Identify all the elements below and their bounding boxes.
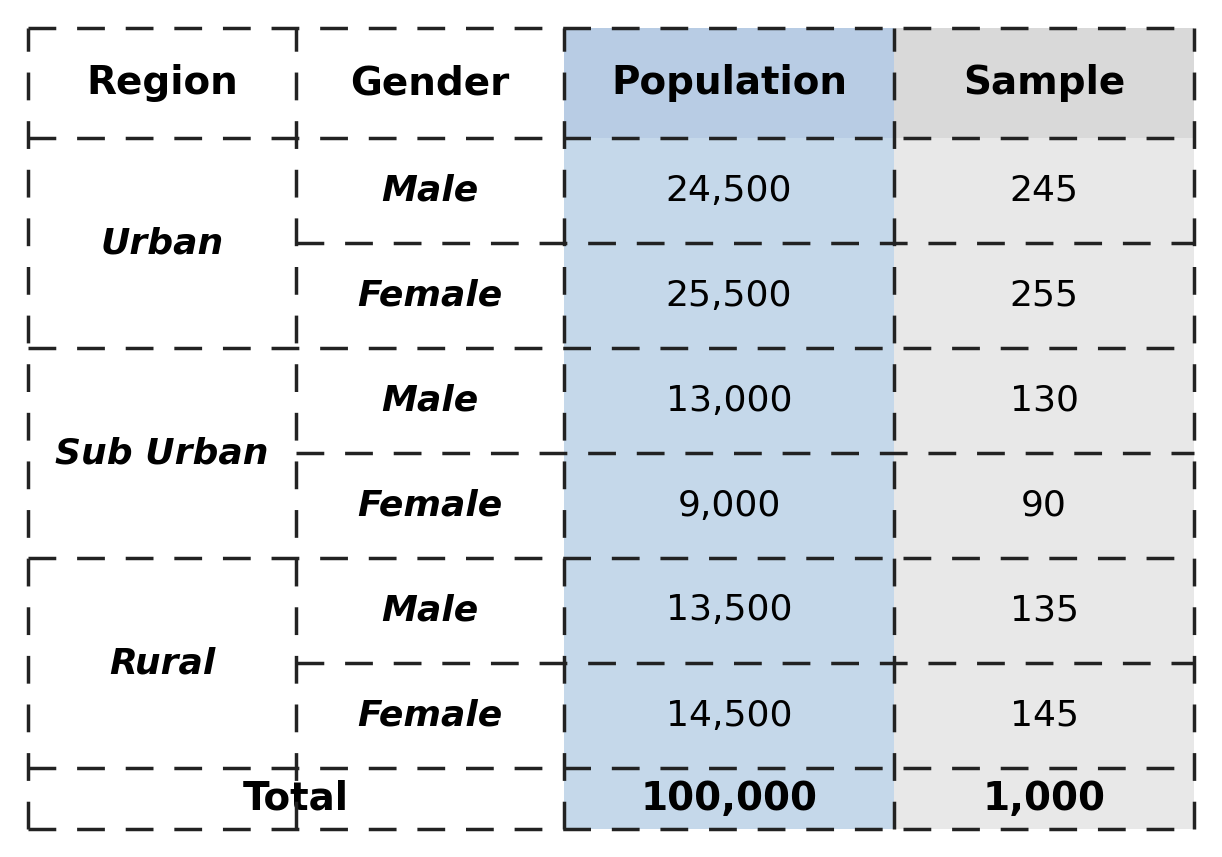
Bar bbox=[296, 28, 565, 138]
Text: Total: Total bbox=[243, 780, 349, 818]
Bar bbox=[895, 663, 1194, 768]
Text: 130: 130 bbox=[1009, 383, 1079, 417]
Bar bbox=[28, 453, 296, 558]
Text: 13,000: 13,000 bbox=[666, 383, 792, 417]
Bar bbox=[296, 348, 565, 453]
Bar bbox=[565, 558, 895, 663]
Bar bbox=[565, 138, 895, 243]
Text: 245: 245 bbox=[1009, 173, 1079, 207]
Text: Rural: Rural bbox=[109, 646, 215, 680]
Bar bbox=[565, 28, 895, 138]
Text: 24,500: 24,500 bbox=[666, 173, 792, 207]
Text: Sample: Sample bbox=[963, 64, 1125, 102]
Bar bbox=[296, 243, 565, 348]
Text: Male: Male bbox=[381, 594, 479, 627]
Bar bbox=[565, 663, 895, 768]
Text: Region: Region bbox=[86, 64, 238, 102]
Text: 100,000: 100,000 bbox=[640, 780, 818, 818]
Text: 9,000: 9,000 bbox=[677, 488, 781, 523]
Bar bbox=[296, 138, 565, 243]
Text: 135: 135 bbox=[1009, 594, 1079, 627]
Bar bbox=[895, 558, 1194, 663]
Text: Female: Female bbox=[357, 698, 502, 733]
Text: Urban: Urban bbox=[100, 226, 224, 260]
Text: 145: 145 bbox=[1009, 698, 1079, 733]
Text: Population: Population bbox=[611, 64, 847, 102]
Text: Female: Female bbox=[357, 488, 502, 523]
Bar bbox=[895, 28, 1194, 138]
Text: 255: 255 bbox=[1009, 279, 1079, 313]
Bar bbox=[296, 663, 565, 768]
Bar bbox=[565, 243, 895, 348]
Bar bbox=[895, 348, 1194, 453]
Bar bbox=[28, 663, 296, 768]
Bar bbox=[28, 768, 565, 829]
Text: Gender: Gender bbox=[351, 64, 510, 102]
Text: Male: Male bbox=[381, 383, 479, 417]
Text: 13,500: 13,500 bbox=[666, 594, 792, 627]
Bar bbox=[296, 453, 565, 558]
Bar bbox=[28, 28, 296, 138]
Bar bbox=[565, 348, 895, 453]
Text: Sub Urban: Sub Urban bbox=[55, 436, 269, 470]
Bar bbox=[28, 558, 296, 663]
Text: Male: Male bbox=[381, 173, 479, 207]
Text: 1,000: 1,000 bbox=[982, 780, 1106, 818]
Bar bbox=[895, 138, 1194, 243]
Bar bbox=[28, 348, 296, 453]
Text: 90: 90 bbox=[1022, 488, 1067, 523]
Bar bbox=[565, 768, 895, 829]
Bar bbox=[895, 453, 1194, 558]
Bar bbox=[565, 453, 895, 558]
Bar bbox=[895, 768, 1194, 829]
Bar bbox=[28, 138, 296, 243]
Text: Female: Female bbox=[357, 279, 502, 313]
Bar bbox=[895, 243, 1194, 348]
Bar bbox=[296, 558, 565, 663]
Text: 25,500: 25,500 bbox=[666, 279, 792, 313]
Bar bbox=[28, 243, 296, 348]
Text: 14,500: 14,500 bbox=[666, 698, 792, 733]
